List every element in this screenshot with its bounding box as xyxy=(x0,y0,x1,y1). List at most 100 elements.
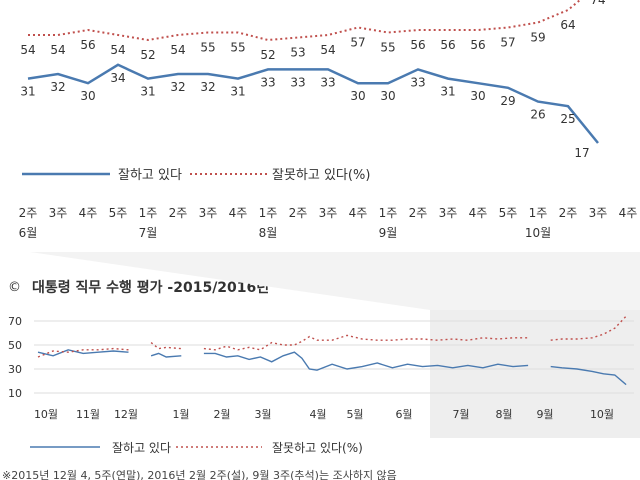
positive-data-label: 32 xyxy=(170,80,185,94)
x-tick-label: 8월 xyxy=(495,408,512,421)
x-tick-label: 3주 xyxy=(49,206,68,220)
legend-positive-label: 잘하고 있다 xyxy=(112,441,171,455)
month-label: 8월 xyxy=(259,226,278,240)
negative-data-label: 59 xyxy=(530,31,545,45)
negative-data-label: 57 xyxy=(500,36,515,50)
x-tick-label: 2주 xyxy=(169,206,188,220)
x-tick-label: 12월 xyxy=(114,408,138,421)
positive-data-label: 33 xyxy=(320,75,335,89)
negative-data-label: 54 xyxy=(170,43,185,57)
month-label: 7월 xyxy=(139,226,158,240)
chart-title: © 대통령 직무 수행 평가 -2015/2016년 xyxy=(8,279,269,296)
positive-data-label: 30 xyxy=(350,89,365,103)
positive-series-segment xyxy=(203,351,529,371)
x-tick-label: 3주 xyxy=(439,206,458,220)
x-tick-label: 5주 xyxy=(109,206,128,220)
x-tick-label: 11월 xyxy=(76,408,100,421)
x-tick-label: 3월 xyxy=(254,408,271,421)
positive-series-segment xyxy=(550,365,627,386)
x-tick-label: 1주 xyxy=(379,206,398,220)
x-tick-label: 5월 xyxy=(346,408,363,421)
x-tick-label: 9월 xyxy=(536,408,553,421)
positive-data-label: 33 xyxy=(410,75,425,89)
negative-data-label: 55 xyxy=(200,41,215,55)
x-tick-label: 1주 xyxy=(529,206,548,220)
bottom-x-axis: 10월 11월 12월 1월 2월 3월 4월 5월 6월 7월 8월 9월 10월 xyxy=(34,408,614,421)
negative-data-label: 52 xyxy=(140,48,155,62)
negative-data-label: 53 xyxy=(290,46,305,60)
positive-data-label: 33 xyxy=(260,75,275,89)
negative-data-label: 55 xyxy=(380,41,395,55)
x-tick-label: 4주 xyxy=(619,206,638,220)
x-tick-label: 3주 xyxy=(319,206,338,220)
positive-data-label: 32 xyxy=(200,80,215,94)
y-tick-label: 10 xyxy=(8,387,22,400)
positive-series-segment xyxy=(150,352,182,358)
positive-data-label: 31 xyxy=(440,85,455,99)
positive-series-line xyxy=(27,63,599,144)
top-x-axis: 2주 3주 4주 5주 1주 2주 3주 4주 1주 2주 3주 4주 1주 2주 3주 4주 5주 1주 2주 3주… xyxy=(19,206,638,240)
x-tick-label: 2주 xyxy=(19,206,38,220)
positive-data-label: 30 xyxy=(470,89,485,103)
top-line-chart: 31 32 30 34 31 32 32 31 33 33 33 30 30 33 31 30 29 26 25 17… xyxy=(19,0,638,240)
negative-data-label: 56 xyxy=(80,38,95,52)
x-tick-label: 3주 xyxy=(199,206,218,220)
month-label: 10월 xyxy=(525,226,551,240)
positive-data-label: 29 xyxy=(500,94,515,108)
positive-data-label: 32 xyxy=(50,80,65,94)
bottom-legend: 잘하고 있다 잘못하고 있다(%) xyxy=(30,441,363,455)
negative-data-label: 54 xyxy=(110,43,125,57)
positive-data-label: 17 xyxy=(574,146,589,160)
negative-data-label: 56 xyxy=(440,38,455,52)
positive-data-label: 25 xyxy=(560,112,575,126)
x-tick-label: 1주 xyxy=(139,206,158,220)
positive-data-label: 30 xyxy=(380,89,395,103)
negative-series-line xyxy=(28,0,582,42)
month-label: 6월 xyxy=(19,226,38,240)
title-symbol: © xyxy=(8,280,21,295)
negative-data-label: 54 xyxy=(320,43,335,57)
y-tick-label: 30 xyxy=(8,363,22,376)
negative-data-label: 55 xyxy=(230,41,245,55)
x-tick-label: 10월 xyxy=(34,408,58,421)
x-tick-label: 4주 xyxy=(229,206,248,220)
x-tick-label: 10월 xyxy=(590,408,614,421)
negative-data-label: 54 xyxy=(50,43,65,57)
x-tick-label: 5주 xyxy=(499,206,518,220)
x-tick-label: 2주 xyxy=(409,206,428,220)
x-tick-label: 4주 xyxy=(469,206,488,220)
x-tick-label: 4주 xyxy=(79,206,98,220)
positive-data-label: 31 xyxy=(230,85,245,99)
negative-series-segment xyxy=(37,347,129,358)
legend-negative-label: 잘못하고 있다(%) xyxy=(272,168,370,183)
x-tick-label: 3주 xyxy=(589,206,608,220)
footnote: ※2015년 12월 4, 5주(연말), 2016년 2월 2주(설), 9월… xyxy=(2,468,397,480)
x-tick-label: 6월 xyxy=(395,408,412,421)
legend-positive-label: 잘하고 있다 xyxy=(118,168,182,183)
positive-series-segment xyxy=(37,349,129,357)
positive-data-label: 31 xyxy=(140,85,155,99)
bottom-y-axis: 70 50 30 10 xyxy=(8,315,22,400)
negative-data-label: 56 xyxy=(410,38,425,52)
x-tick-label: 2월 xyxy=(213,408,230,421)
x-tick-label: 2주 xyxy=(289,206,308,220)
x-tick-label: 1월 xyxy=(172,408,189,421)
connector-shade xyxy=(30,252,640,310)
y-tick-label: 70 xyxy=(8,315,22,328)
negative-data-label: 74 xyxy=(590,0,605,7)
positive-data-label: 33 xyxy=(290,75,305,89)
negative-series-segment xyxy=(150,342,182,350)
y-tick-label: 50 xyxy=(8,339,22,352)
negative-data-label: 52 xyxy=(260,48,275,62)
x-tick-label: 2주 xyxy=(559,206,578,220)
negative-data-label: 57 xyxy=(350,36,365,50)
positive-data-label: 30 xyxy=(80,89,95,103)
top-legend: 잘하고 있다 잘못하고 있다(%) xyxy=(22,168,370,183)
negative-data-label: 56 xyxy=(470,38,485,52)
negative-data-label: 64 xyxy=(560,18,575,32)
negative-series-segment xyxy=(550,315,627,341)
x-tick-label: 7월 xyxy=(452,408,469,421)
title-text: 대통령 직무 수행 평가 -2015/2016년 xyxy=(32,279,269,296)
positive-data-label: 26 xyxy=(530,108,545,122)
